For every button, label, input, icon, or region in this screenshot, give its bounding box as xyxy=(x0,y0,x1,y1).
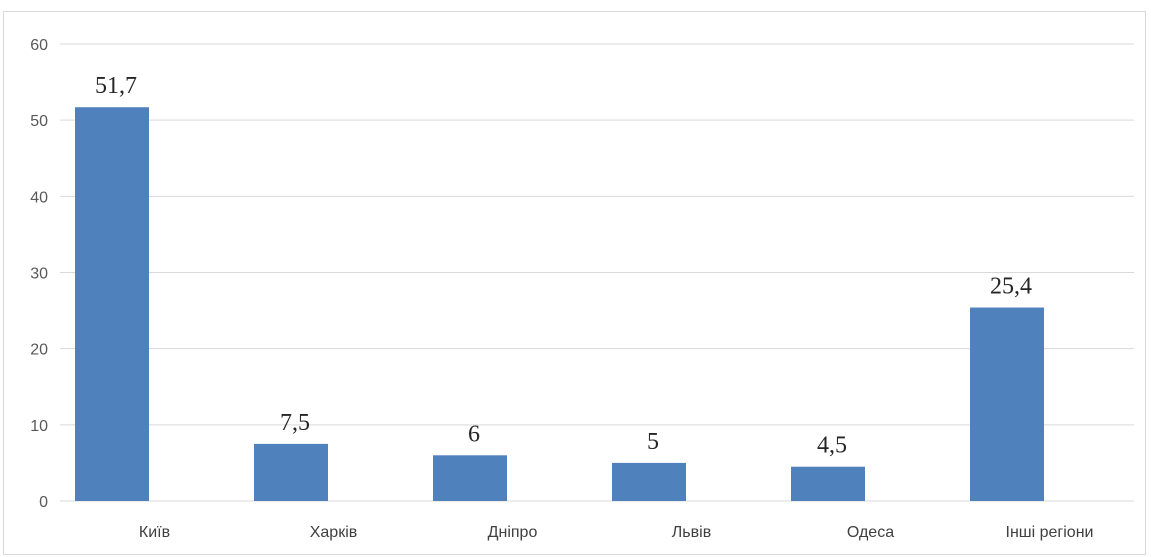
bar xyxy=(254,443,328,501)
bar xyxy=(970,307,1044,501)
data-label: 7,5 xyxy=(280,410,310,436)
bar xyxy=(791,466,865,501)
bar xyxy=(75,107,149,502)
category-label: Дніпро xyxy=(488,524,538,541)
data-label: 4,5 xyxy=(817,433,847,459)
y-tick-label: 60 xyxy=(30,37,48,54)
data-label: 6 xyxy=(468,421,480,447)
y-tick-label: 50 xyxy=(30,113,48,130)
y-tick-label: 10 xyxy=(30,418,48,435)
category-label: Харків xyxy=(310,524,358,541)
data-label: 25,4 xyxy=(990,274,1032,300)
bar xyxy=(433,455,507,501)
category-label: Інші регіони xyxy=(1006,524,1094,541)
data-label: 51,7 xyxy=(95,73,137,99)
category-label: Львів xyxy=(672,524,711,541)
y-tick-label: 20 xyxy=(30,342,48,359)
bar xyxy=(612,462,686,501)
category-label: Київ xyxy=(139,524,170,541)
y-tick-label: 0 xyxy=(39,494,48,511)
y-tick-label: 40 xyxy=(30,189,48,206)
data-label: 5 xyxy=(647,429,659,455)
chart-area xyxy=(3,11,1146,555)
y-tick-label: 30 xyxy=(30,266,48,283)
category-label: Одеса xyxy=(847,524,894,541)
